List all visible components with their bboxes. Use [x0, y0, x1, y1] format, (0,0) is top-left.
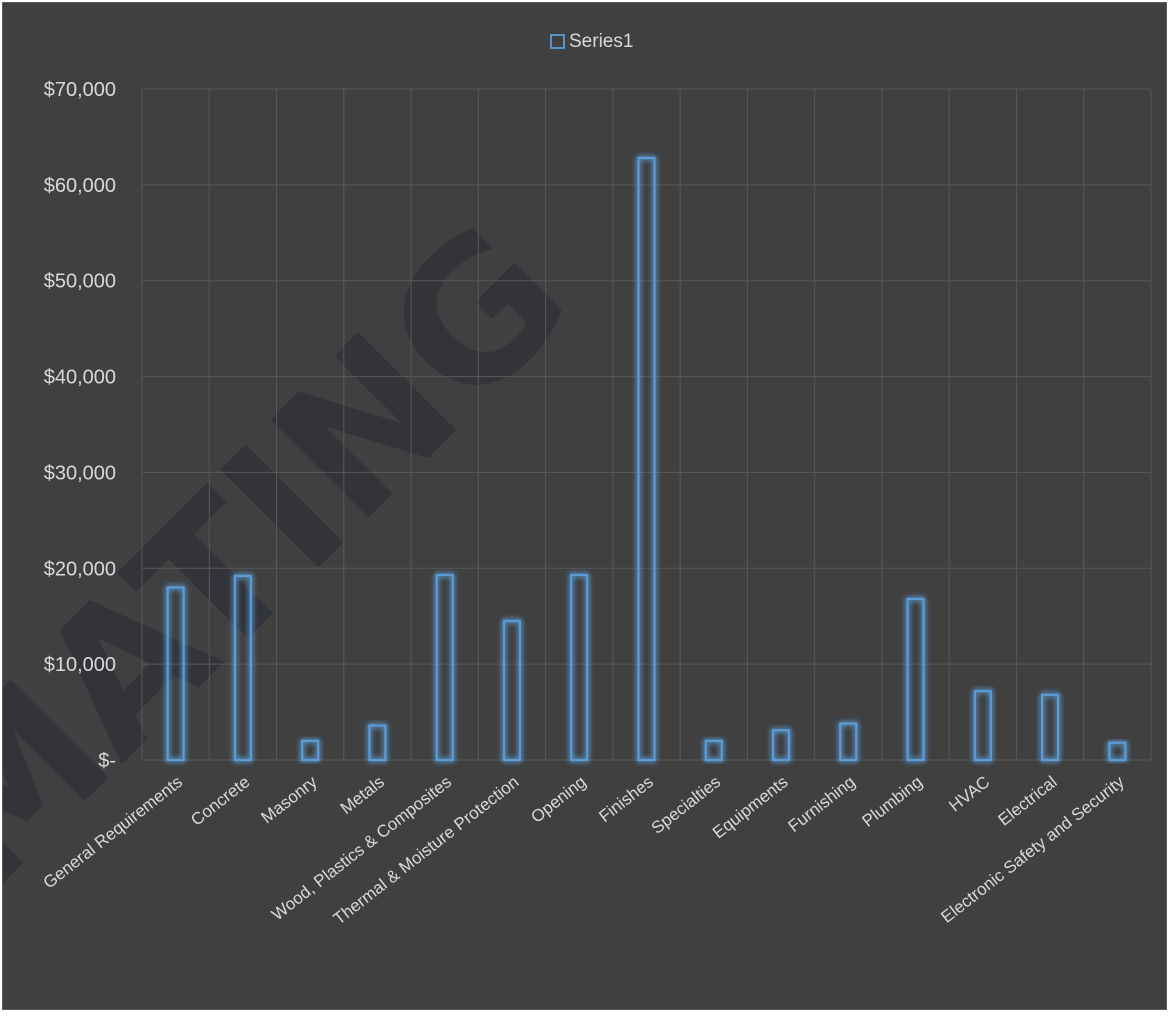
- bar: [435, 573, 454, 762]
- bar: [301, 739, 320, 762]
- y-axis: $- $10,000 $20,000 $30,000 $40,000 $50,000 $60…: [44, 79, 116, 772]
- x-tick-label: Electrical: [995, 772, 1061, 829]
- y-tick-label: $10,000: [44, 654, 116, 676]
- bar: [1108, 741, 1127, 762]
- bar: [1040, 693, 1060, 762]
- y-tick-label: $-: [98, 750, 116, 772]
- x-tick-label: Furnishing: [785, 772, 859, 836]
- bar: [839, 722, 858, 762]
- x-tick-label: Equipments: [709, 772, 791, 842]
- x-tick-label: Opening: [527, 772, 589, 827]
- bars: [166, 156, 1127, 762]
- legend-swatch: [550, 34, 565, 49]
- x-tick-label: Plumbing: [858, 772, 926, 831]
- bar: [637, 156, 656, 762]
- y-tick-label: $50,000: [44, 271, 116, 293]
- legend-entry-series1: Series1: [569, 31, 633, 52]
- y-tick-label: $40,000: [44, 367, 116, 389]
- bar: [166, 586, 185, 762]
- y-tick-label: $60,000: [44, 175, 116, 197]
- bar: [502, 619, 522, 762]
- watermark-text: MATING: [3, 183, 611, 931]
- x-tick-label: Masonry: [258, 772, 321, 827]
- x-tick-label: Finishes: [595, 772, 657, 826]
- y-tick-label: $20,000: [44, 558, 116, 580]
- x-axis: General Requirements Concrete Masonry Metal…: [40, 772, 1129, 929]
- x-tick-label: Concrete: [187, 772, 253, 829]
- y-tick-label: $70,000: [44, 79, 116, 101]
- watermark: MATING: [3, 183, 611, 931]
- bar: [771, 729, 791, 762]
- gridlines: [141, 88, 1152, 761]
- legend: Series1: [550, 31, 633, 52]
- bar-chart: MATING $- $10,000 $20,000 $30,000 $40,000 $50…: [3, 31, 1152, 931]
- y-tick-label: $30,000: [44, 462, 116, 484]
- bar: [368, 724, 387, 762]
- bar: [233, 574, 252, 762]
- bar: [570, 573, 589, 762]
- bar: [973, 689, 992, 762]
- bar: [906, 597, 925, 762]
- bar: [704, 739, 723, 762]
- x-tick-label: HVAC: [945, 772, 993, 815]
- x-tick-label: Metals: [337, 772, 388, 818]
